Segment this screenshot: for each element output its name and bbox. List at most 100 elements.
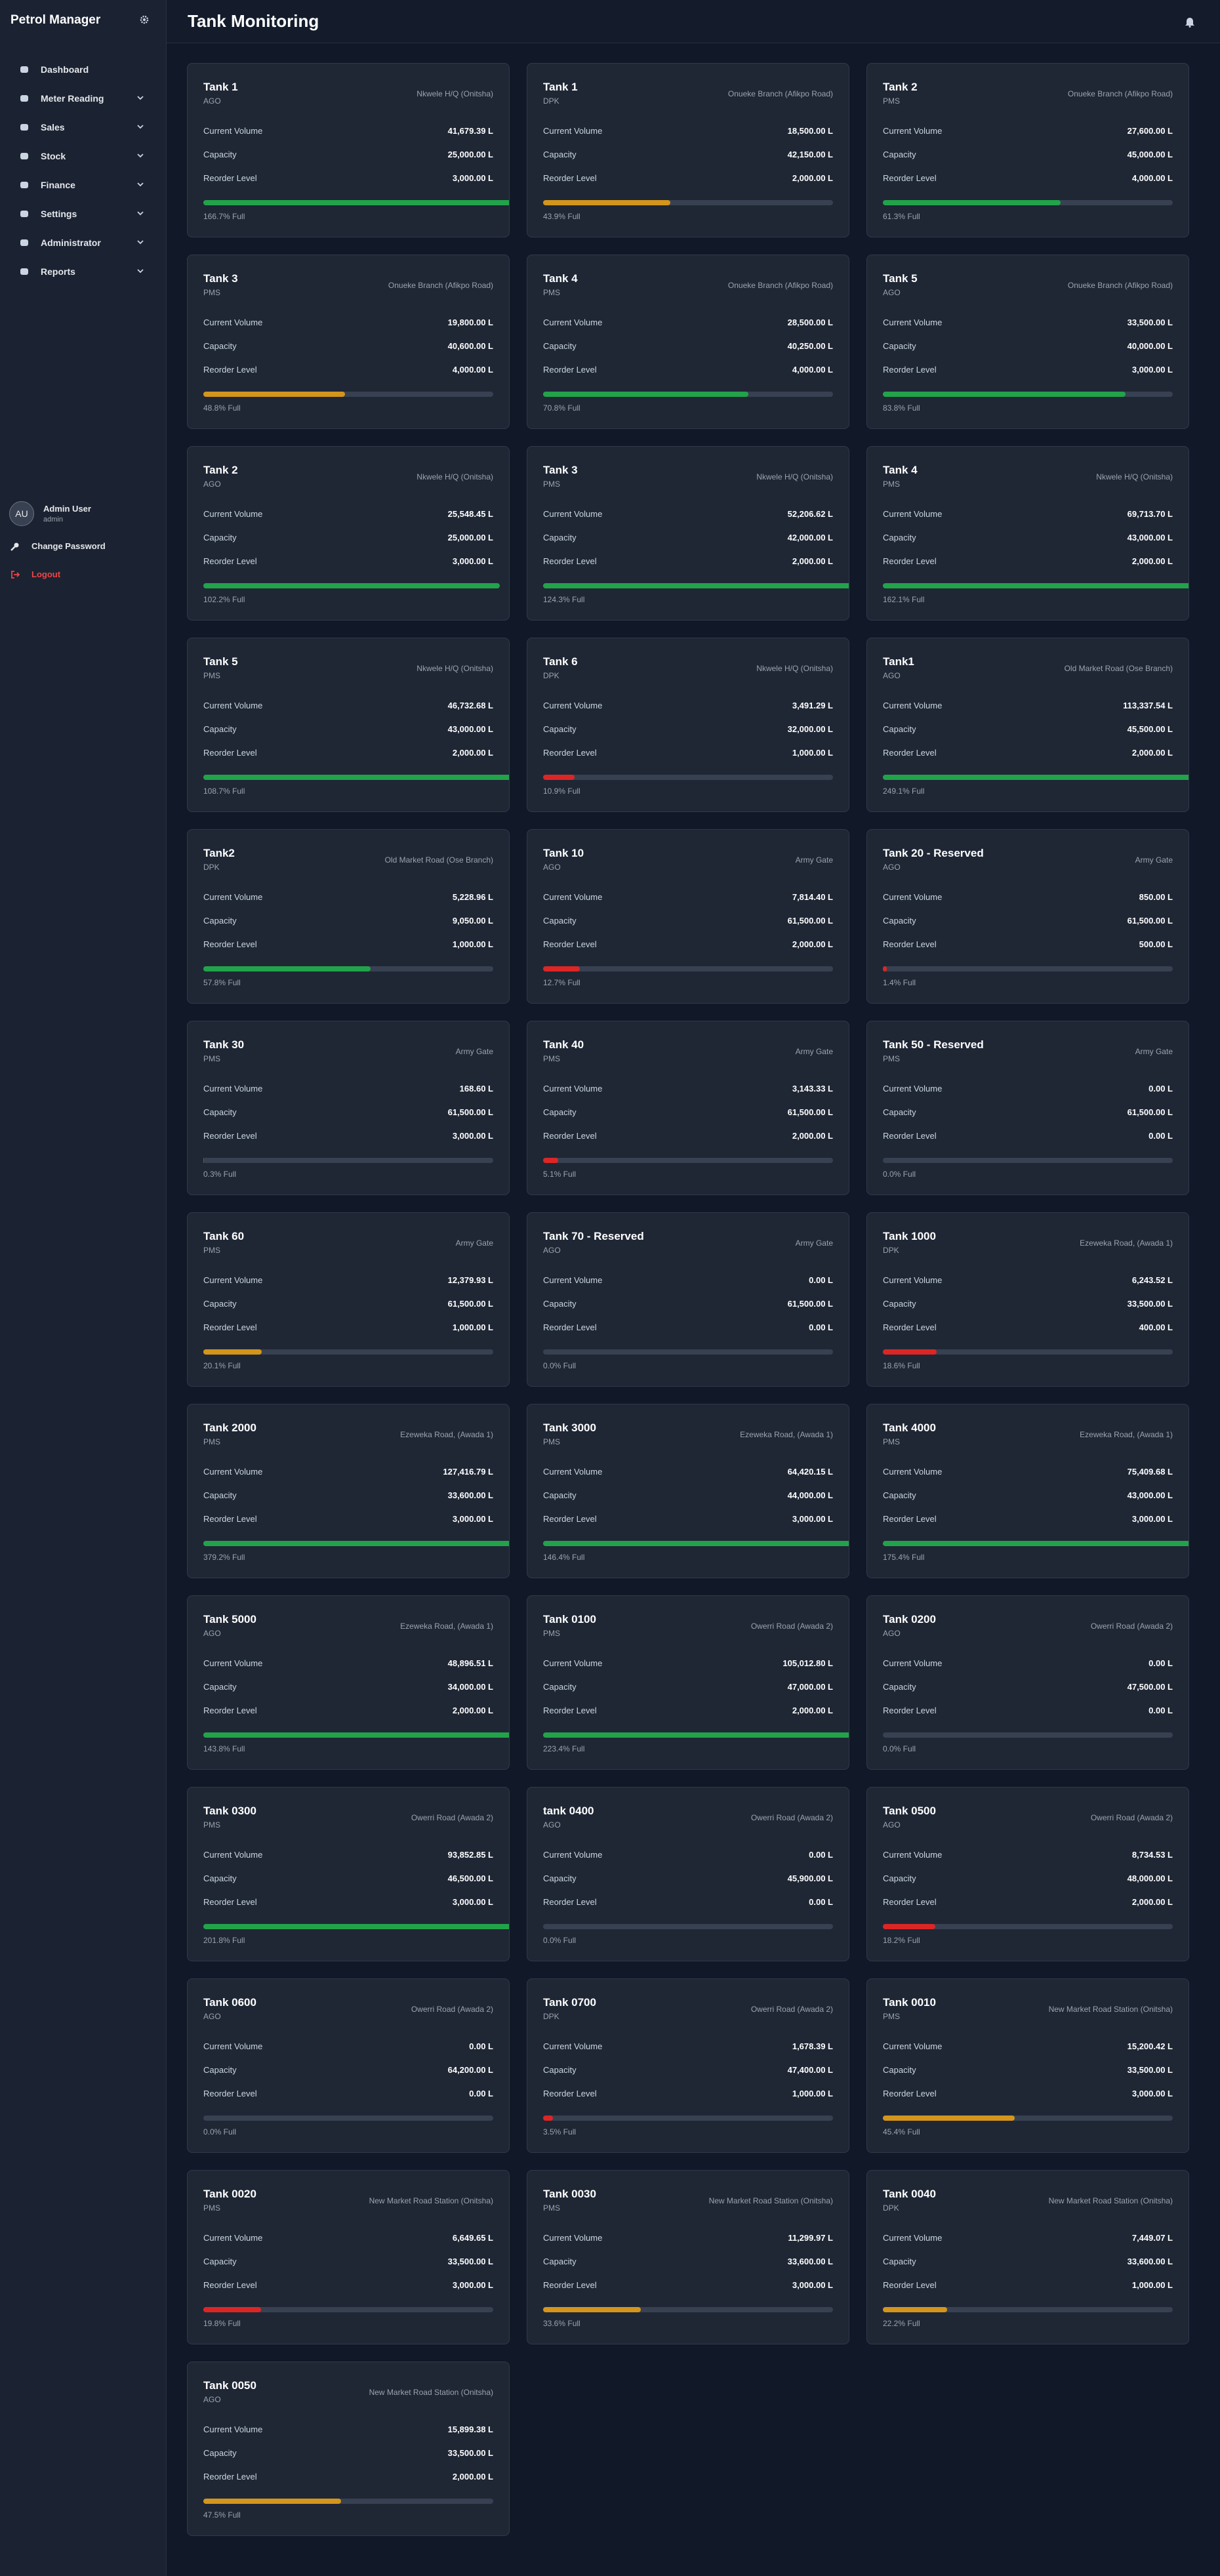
tank-branch: Onueke Branch (Afikpo Road) [1067,89,1173,98]
fill-label: 0.0% Full [883,1170,916,1179]
row-value: 41,679.39 L [447,126,493,136]
row-value: 64,200.00 L [447,2065,493,2075]
row-label: Capacity [203,1873,237,1883]
fill-track [543,2307,833,2312]
fill-track [543,200,833,205]
notifications[interactable] [1185,16,1195,28]
fill-bar [203,775,509,780]
row-label: Capacity [203,916,237,926]
fill-track [883,583,1189,588]
row-label: Reorder Level [543,1514,597,1524]
tank-name: Tank2 [203,847,235,859]
row-label: Capacity [883,916,916,926]
row-value: 2,000.00 L [792,173,833,183]
menu-item[interactable]: Administrator [0,228,167,257]
tank-product: DPK [543,96,559,106]
row-label: Capacity [543,1299,577,1309]
tank-branch: Nkwele H/Q (Onitsha) [417,664,493,673]
menu-item[interactable]: Dashboard [0,55,167,84]
row-label: Current Volume [883,126,943,136]
tank-card: Tank 2000 PMS Ezeweka Road, (Awada 1) Curre… [187,1404,510,1578]
row-label: Reorder Level [883,556,937,566]
fill-bar [883,392,1126,397]
fill-bar [883,966,887,971]
row-label: Current Volume [543,317,603,327]
tank-name: Tank 0200 [883,1613,936,1625]
fill-bar [543,1158,558,1163]
tank-product: PMS [203,1820,221,1830]
fill-label: 102.2% Full [203,595,245,604]
tank-name: Tank 20 - Reserved [883,847,984,859]
row-value: 40,000.00 L [1127,341,1173,351]
fill-bar [203,392,345,397]
tank-branch: Ezeweka Road, (Awada 1) [1080,1238,1173,1248]
avatar: AU [9,501,34,526]
change-password[interactable]: Change Password [10,541,106,551]
row-label: Reorder Level [203,173,257,183]
tank-card: Tank 4 PMS Nkwele H/Q (Onitsha) Current Vol… [866,446,1189,621]
row-label: Current Volume [203,1275,263,1285]
tank-card: Tank 20 - Reserved AGO Army Gate Current Vo… [866,829,1189,1004]
row-value: 33,500.00 L [447,2448,493,2458]
fill-bar [883,1924,936,1929]
tank-product: PMS [203,1246,221,1255]
page-title: Tank Monitoring [188,11,319,31]
tank-product: AGO [203,1629,221,1638]
menu-item[interactable]: Finance [0,171,167,199]
tank-product: AGO [883,671,901,680]
menu-item[interactable]: Settings [0,199,167,228]
row-label: Reorder Level [883,1706,937,1715]
row-label: Current Volume [543,509,603,519]
tank-name: Tank 0020 [203,2188,256,2200]
row-label: Current Volume [883,1850,943,1860]
fill-bar [543,966,580,971]
row-value: 3,000.00 L [452,2280,493,2290]
tank-branch: Nkwele H/Q (Onitsha) [756,472,833,481]
tank-name: Tank 6 [543,655,578,668]
row-label: Current Volume [203,509,263,519]
row-value: 1,000.00 L [792,2089,833,2098]
row-value: 12,379.93 L [447,1275,493,1285]
menu-item[interactable]: Reports [0,257,167,286]
row-label: Capacity [543,341,577,351]
fill-track [883,200,1173,205]
row-label: Reorder Level [883,365,937,375]
tank-product: DPK [543,2012,559,2021]
row-label: Capacity [203,724,237,734]
row-label: Reorder Level [883,2089,937,2098]
fill-track [203,2307,493,2312]
row-label: Reorder Level [203,2089,257,2098]
menu-item[interactable]: Stock [0,142,167,171]
fill-label: 0.3% Full [203,1170,237,1179]
row-value: 19,800.00 L [447,317,493,327]
tank-product: PMS [883,2012,901,2021]
row-label: Current Volume [883,2233,943,2243]
tank-branch: Old Market Road (Ose Branch) [1064,664,1173,673]
settings-icon[interactable] [139,14,150,25]
row-value: 3,000.00 L [1131,2089,1173,2098]
menu-item[interactable]: Meter Reading [0,84,167,113]
row-value: 9,050.00 L [452,916,493,926]
row-label: Reorder Level [883,1514,937,1524]
row-label: Capacity [883,150,916,159]
fill-label: 0.0% Full [203,2127,237,2136]
tank-name: Tank 0600 [203,1996,256,2009]
sidebar: Petrol Manager Dashboard Meter Reading Sal… [0,0,167,2576]
fill-label: 5.1% Full [543,1170,577,1179]
logout[interactable]: Logout [10,569,60,579]
tank-branch: Army Gate [1135,855,1173,865]
row-label: Current Volume [883,317,943,327]
menu-label: Settings [41,209,77,219]
tank-product: PMS [543,288,561,297]
row-label: Reorder Level [543,939,597,949]
row-value: 45,500.00 L [1127,724,1173,734]
fill-bar [543,200,671,205]
row-value: 3,000.00 L [452,1514,493,1524]
menu-item[interactable]: Sales [0,113,167,142]
tank-card: Tank 0100 PMS Owerri Road (Awada 2) Current… [527,1595,849,1770]
tank-card: Tank 70 - Reserved AGO Army Gate Current Vo… [527,1212,849,1387]
row-value: 42,150.00 L [787,150,833,159]
row-label: Capacity [543,1107,577,1117]
fill-bar [203,1158,205,1163]
tank-product: AGO [543,863,561,872]
